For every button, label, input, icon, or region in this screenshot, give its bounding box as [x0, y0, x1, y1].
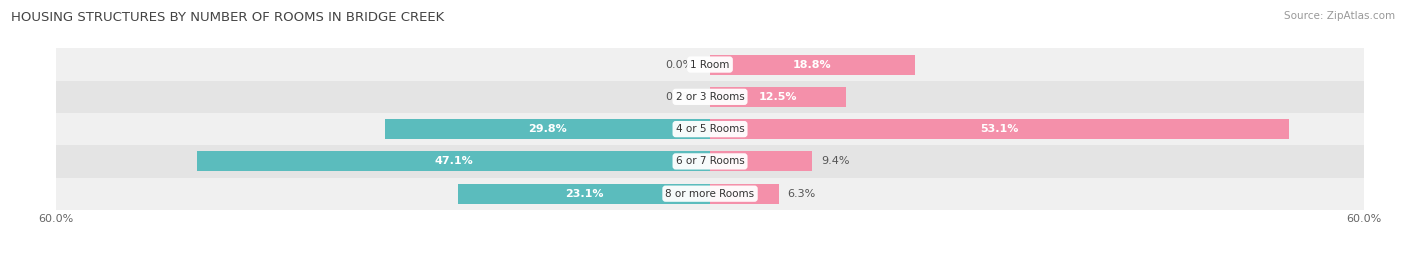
Text: 18.8%: 18.8% [793, 59, 832, 70]
Bar [56, 178, 1364, 210]
Text: 0.0%: 0.0% [665, 92, 693, 102]
Bar [710, 55, 915, 75]
Bar [710, 184, 779, 204]
Text: 8 or more Rooms: 8 or more Rooms [665, 189, 755, 199]
Text: 1 Room: 1 Room [690, 59, 730, 70]
Text: HOUSING STRUCTURES BY NUMBER OF ROOMS IN BRIDGE CREEK: HOUSING STRUCTURES BY NUMBER OF ROOMS IN… [11, 11, 444, 24]
Text: 12.5%: 12.5% [759, 92, 797, 102]
Text: 23.1%: 23.1% [565, 189, 603, 199]
Text: 6 or 7 Rooms: 6 or 7 Rooms [676, 156, 744, 167]
Text: 47.1%: 47.1% [434, 156, 472, 167]
Bar [458, 184, 710, 204]
Bar [56, 145, 1364, 178]
Text: 4 or 5 Rooms: 4 or 5 Rooms [676, 124, 744, 134]
Text: 29.8%: 29.8% [529, 124, 567, 134]
Text: Source: ZipAtlas.com: Source: ZipAtlas.com [1284, 11, 1395, 21]
Bar [56, 113, 1364, 145]
Bar [710, 151, 813, 171]
Bar [385, 119, 710, 139]
Text: 9.4%: 9.4% [821, 156, 849, 167]
Text: 6.3%: 6.3% [787, 189, 815, 199]
Bar [56, 81, 1364, 113]
Bar [56, 48, 1364, 81]
Text: 2 or 3 Rooms: 2 or 3 Rooms [676, 92, 744, 102]
Bar [710, 87, 846, 107]
Bar [710, 119, 1289, 139]
Text: 53.1%: 53.1% [980, 124, 1018, 134]
Bar [197, 151, 710, 171]
Text: 0.0%: 0.0% [665, 59, 693, 70]
